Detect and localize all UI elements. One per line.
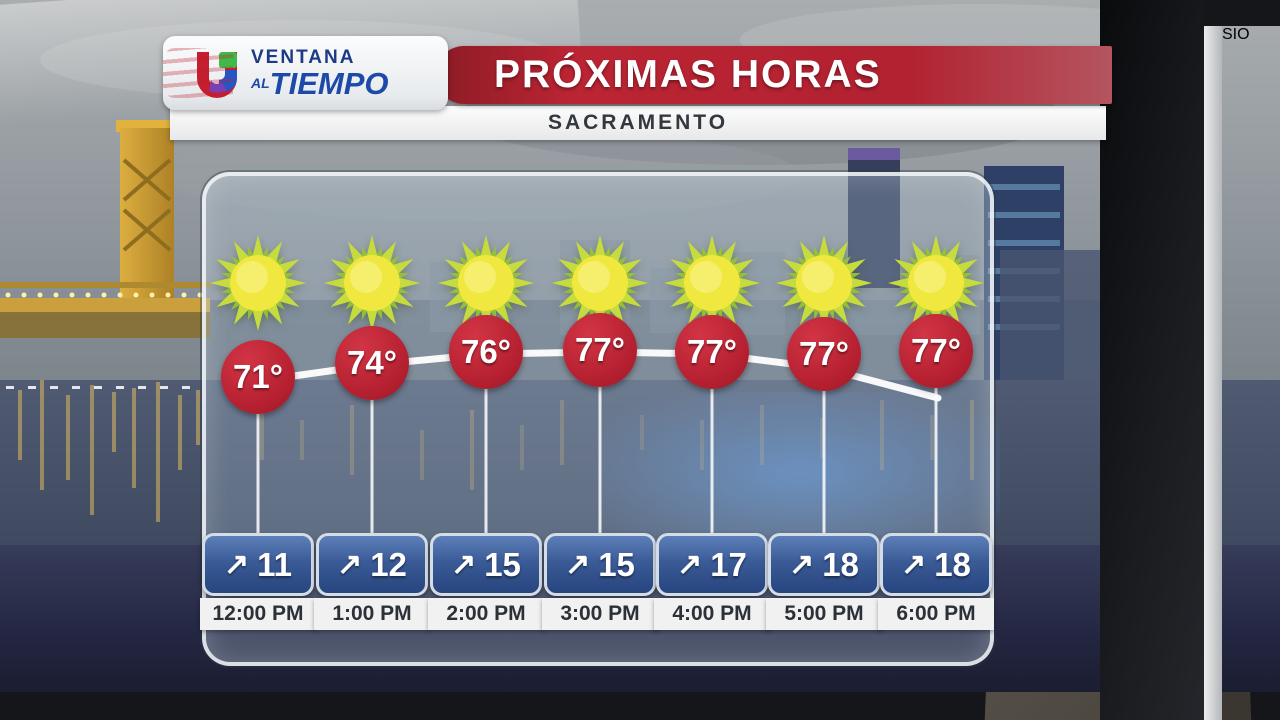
sunny-icon [322, 233, 422, 333]
side-screen-partial-text: SIO [1222, 26, 1250, 43]
time-label: 2:00 PM [428, 598, 544, 630]
time-label: 4:00 PM [654, 598, 770, 630]
wind-arrow-ne-icon: ↗ [901, 547, 927, 581]
wind-arrow-ne-icon: ↗ [337, 547, 363, 581]
temperature-badge: 77° [675, 315, 749, 389]
wind-badge: ↗ 18 [880, 533, 992, 596]
temperature-badge: 76° [449, 315, 523, 389]
location-label: SACRAMENTO [170, 106, 1106, 140]
wind-value: 17 [710, 546, 747, 583]
sunny-icon [208, 233, 308, 333]
tv-right-bezel [1100, 0, 1204, 720]
time-label: 6:00 PM [878, 598, 994, 630]
time-label: 12:00 PM [200, 598, 316, 630]
time-label: 3:00 PM [542, 598, 658, 630]
show-name-line2: TIEMPO [269, 65, 389, 101]
time-label: 1:00 PM [314, 598, 430, 630]
wind-badge: ↗ 12 [316, 533, 428, 596]
temperature-badge: 77° [899, 314, 973, 388]
wind-badge: ↗ 17 [656, 533, 768, 596]
temperature-badge: 74° [335, 326, 409, 400]
temperature-badge: 71° [221, 340, 295, 414]
page-title: PRÓXIMAS HORAS [494, 53, 882, 96]
temperature-value: 77° [575, 331, 625, 368]
wind-badge: ↗ 11 [202, 533, 314, 596]
univision-logo-icon [197, 52, 237, 98]
show-logo-bar: VENTANA ALTIEMPO [163, 36, 448, 110]
header-band: PRÓXIMAS HORAS [436, 46, 1112, 104]
wind-arrow-ne-icon: ↗ [565, 547, 591, 581]
temperature-badge: 77° [787, 317, 861, 391]
wind-badge: ↗ 18 [768, 533, 880, 596]
wind-value: 12 [370, 546, 407, 583]
show-name-line1: VENTANA [251, 46, 356, 68]
wind-value: 18 [934, 546, 971, 583]
temperature-value: 76° [461, 333, 511, 370]
show-name: VENTANA ALTIEMPO [251, 48, 389, 99]
wind-value: 15 [598, 546, 635, 583]
wind-value: 18 [822, 546, 859, 583]
wind-arrow-ne-icon: ↗ [789, 547, 815, 581]
wind-arrow-ne-icon: ↗ [677, 547, 703, 581]
studio-wall [1204, 0, 1280, 26]
show-name-line2-prefix: AL [251, 74, 270, 91]
wind-badge: ↗ 15 [430, 533, 542, 596]
red-swoosh-decoration [163, 48, 233, 98]
temperature-value: 77° [799, 335, 849, 372]
temperature-value: 71° [233, 358, 283, 395]
side-monitor-screen: SIO [1222, 26, 1280, 566]
time-label: 5:00 PM [766, 598, 882, 630]
side-monitor-frame [1204, 26, 1222, 720]
wind-value: 15 [484, 546, 521, 583]
wind-badge: ↗ 15 [544, 533, 656, 596]
temperature-value: 77° [911, 332, 961, 369]
wind-arrow-ne-icon: ↗ [223, 547, 250, 581]
temperature-value: 74° [347, 344, 397, 381]
wind-arrow-ne-icon: ↗ [451, 547, 477, 581]
wind-value: 11 [257, 546, 293, 583]
temperature-badge: 77° [563, 313, 637, 387]
tower-bridge-illustration [0, 120, 210, 338]
temperature-value: 77° [687, 333, 737, 370]
